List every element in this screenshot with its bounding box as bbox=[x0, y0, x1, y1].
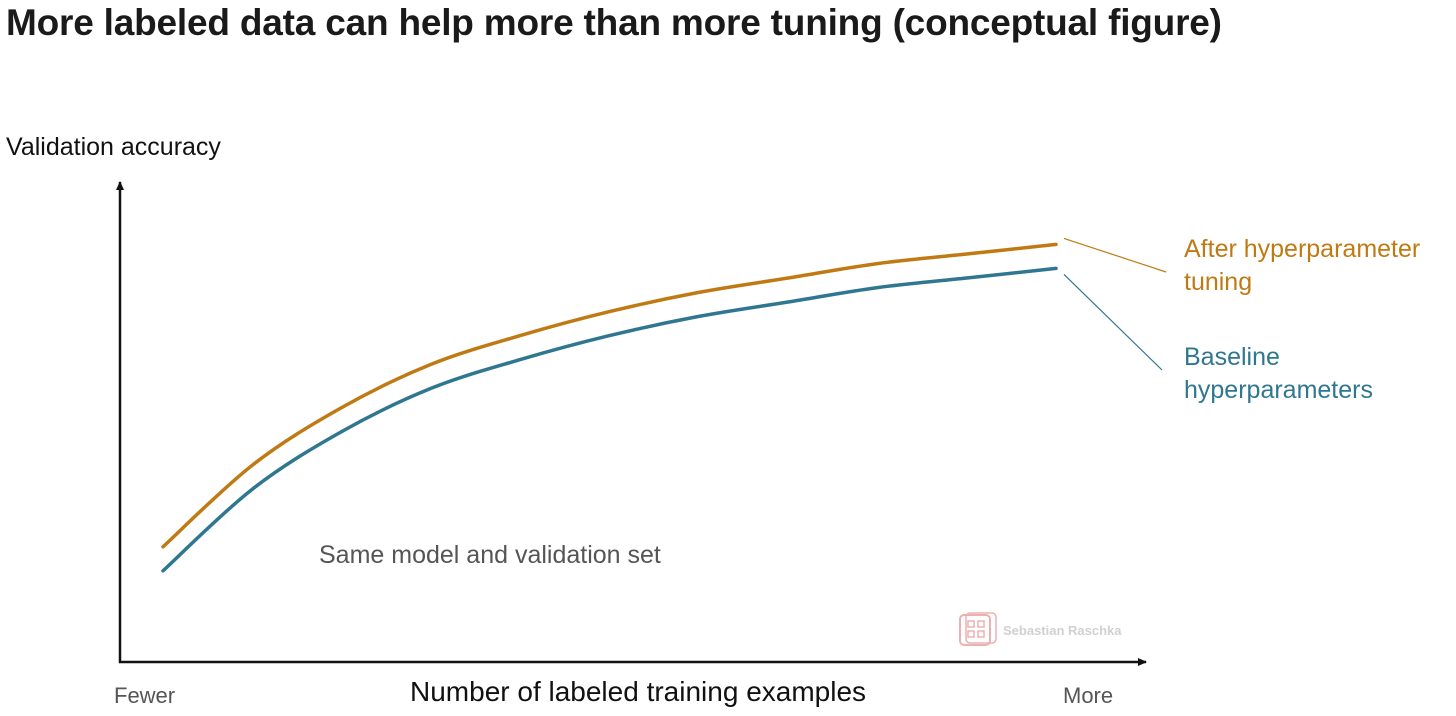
series-label-baseline: Baseline hyperparameters bbox=[1184, 341, 1373, 407]
leader-line-tuned bbox=[1063, 237, 1167, 273]
series-line-tuned bbox=[161, 242, 1058, 549]
x-tick-label-fewer: Fewer bbox=[114, 683, 176, 708]
x-tick-label-more: More bbox=[1063, 683, 1114, 708]
series-line-baseline bbox=[161, 266, 1058, 573]
watermark-logo-icon bbox=[959, 612, 997, 646]
chart-annotation: Same model and validation set bbox=[319, 541, 661, 569]
y-axis-label: Validation accuracy bbox=[6, 133, 221, 161]
x-axis-label: Number of labeled training examples bbox=[410, 676, 867, 707]
series-layer bbox=[161, 237, 1167, 573]
series-label-tuned-line-1: After hyperparameter bbox=[1184, 235, 1421, 263]
series-label-tuned-line-2: tuning bbox=[1184, 268, 1253, 296]
watermark-text: Sebastian Raschka bbox=[1003, 622, 1122, 638]
series-label-baseline-line-1: Baseline bbox=[1184, 343, 1280, 371]
watermark: Sebastian Raschka bbox=[958, 612, 1122, 648]
leader-line-baseline bbox=[1063, 273, 1163, 371]
chart-title: More labeled data can help more than mor… bbox=[6, 2, 1222, 43]
series-label-baseline-line-2: hyperparameters bbox=[1184, 376, 1373, 404]
series-label-tuned: After hyperparameter tuning bbox=[1184, 233, 1420, 299]
